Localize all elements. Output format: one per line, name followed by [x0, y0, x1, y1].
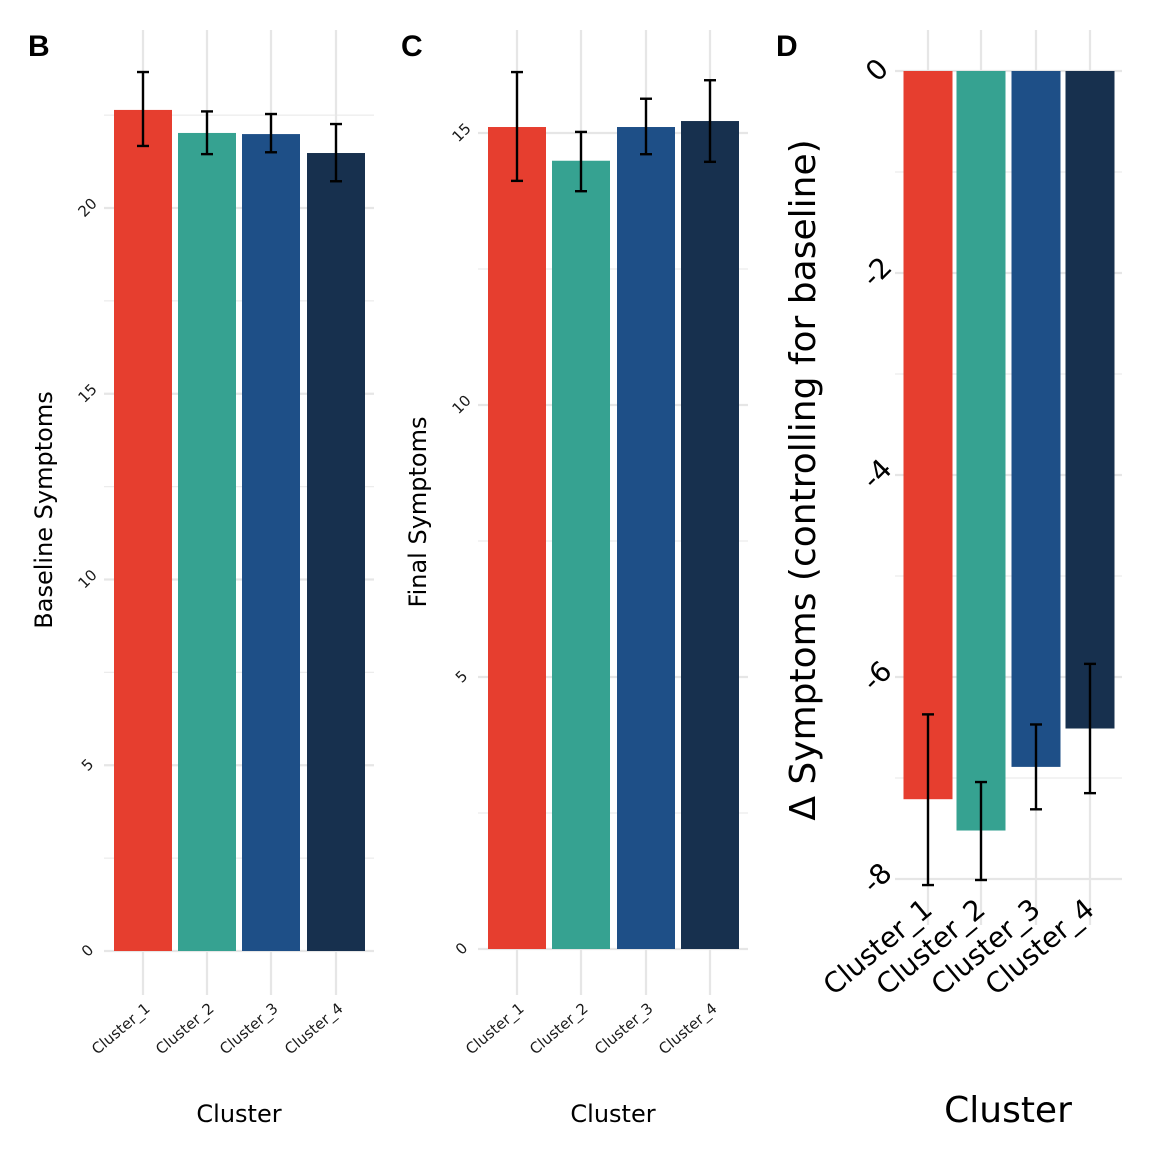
panel-tag-d: D	[776, 30, 798, 63]
y-tick-label: 15	[75, 380, 101, 406]
error-bar	[330, 122, 342, 183]
x-tick-label: Cluster_2	[152, 999, 218, 1059]
y-tick-labels-d: 0 -2 -4 -6 -8	[855, 52, 898, 900]
y-tick-label: -8	[855, 856, 898, 899]
panel-tag-c: C	[401, 30, 423, 63]
error-bar	[975, 780, 987, 882]
y-tick-labels-b: 0 5 10 15 20	[75, 195, 101, 961]
error-bar	[511, 70, 523, 183]
error-bars-c	[511, 70, 716, 193]
bar-cluster-2	[552, 160, 610, 949]
y-tick-label: -6	[855, 654, 898, 697]
x-tick-label: Cluster_4	[655, 999, 721, 1059]
y-tick-label: -2	[855, 250, 898, 293]
x-axis-title-d: Cluster	[944, 1090, 1072, 1131]
error-bars-d	[922, 662, 1096, 887]
bar-cluster-2	[178, 132, 236, 951]
x-axis-title-c: Cluster	[570, 1100, 655, 1128]
x-tick-label: Cluster_1	[88, 999, 154, 1059]
x-axis-title-b: Cluster	[196, 1100, 281, 1128]
y-tick-label: 0	[452, 939, 471, 958]
error-bar	[201, 110, 213, 156]
bars-c	[488, 121, 739, 950]
panel-d: D 0 -2 -4 -6 -8Cluster_1Cluster_2Cluster_3Cl…	[776, 30, 1122, 1131]
error-bars-b	[137, 70, 342, 183]
error-bar	[137, 70, 149, 148]
bar-cluster-1	[114, 109, 172, 951]
error-bar	[704, 79, 716, 164]
bars-d	[903, 71, 1115, 831]
error-bar	[1030, 723, 1042, 811]
x-tick-label: Cluster_3	[216, 999, 282, 1059]
y-tick-label: 15	[449, 120, 475, 146]
error-bar	[575, 130, 587, 193]
error-bar	[265, 112, 277, 154]
x-tick-label: Cluster_4	[281, 999, 347, 1059]
x-tick-label: Cluster_3	[591, 999, 657, 1059]
error-bar	[640, 97, 652, 156]
bar-cluster-2	[956, 71, 1006, 831]
x-tick-label: Cluster_2	[526, 999, 592, 1059]
y-tick-label: -4	[855, 452, 898, 495]
bar-cluster-3	[1011, 71, 1061, 767]
y-tick-label: 5	[78, 755, 97, 774]
y-tick-labels-c: 0 5 10 15	[449, 120, 475, 959]
bar-cluster-3	[617, 127, 675, 950]
y-axis-title-c: Final Symptoms	[404, 417, 432, 608]
error-bar	[1084, 662, 1096, 795]
y-tick-label: 10	[75, 566, 101, 592]
y-tick-label: 10	[449, 392, 475, 418]
bar-cluster-3	[242, 134, 300, 951]
x-tick-label: Cluster_1	[462, 999, 528, 1059]
y-axis-title-d: Δ Symptoms (controlling for baseline)	[783, 139, 824, 820]
bars-b	[114, 109, 365, 951]
bar-cluster-4	[1065, 71, 1115, 729]
bar-cluster-4	[681, 121, 739, 950]
y-tick-label: 0	[859, 52, 895, 88]
bar-cluster-4	[307, 153, 365, 951]
panel-tag-b: B	[28, 30, 50, 63]
bar-cluster-1	[903, 71, 953, 800]
y-axis-title-b: Baseline Symptoms	[30, 391, 58, 628]
error-bar	[922, 713, 934, 887]
bar-cluster-1	[488, 127, 546, 950]
y-tick-label: 20	[75, 195, 101, 221]
y-tick-label: 0	[78, 941, 97, 960]
y-tick-label: 5	[452, 667, 471, 686]
